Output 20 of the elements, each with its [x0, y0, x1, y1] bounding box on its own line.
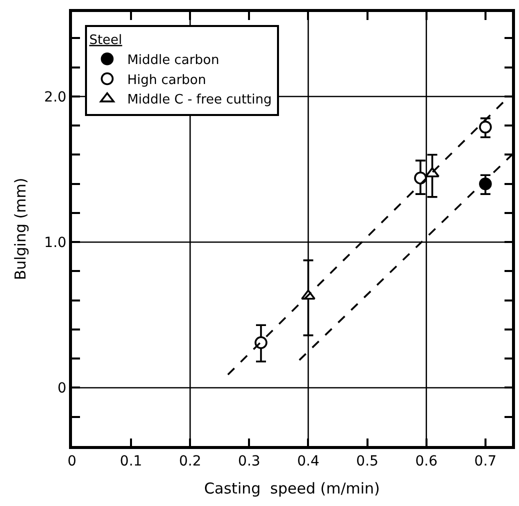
x-tick-label: 0.6	[415, 454, 438, 470]
point	[425, 167, 440, 178]
x-axis-title: Casting speed (m/min)	[204, 480, 380, 498]
x-tick-label: 0.2	[178, 454, 202, 470]
x-tick-label: 0.4	[297, 454, 320, 470]
x-tick-label: 0.5	[356, 454, 378, 470]
y-axis-title: Bulging (mm)	[11, 178, 30, 280]
point	[254, 336, 268, 349]
x-tick-label: 0.1	[120, 454, 142, 470]
x-tick-label: 0	[68, 454, 76, 470]
legend-title: Steel	[89, 32, 122, 48]
point	[479, 120, 492, 134]
y-tick-label: 0	[58, 380, 66, 397]
legend-label: Middle carbon	[127, 52, 220, 68]
x-tick-label: 0.7	[474, 454, 497, 470]
y-tick-label: 2.0	[44, 89, 66, 106]
legend-label: Middle C - free cutting	[127, 92, 272, 108]
y-tick-label: 1.0	[44, 235, 66, 252]
legend-label: High carbon	[127, 72, 206, 88]
x-tick-label: 0.3	[238, 454, 260, 470]
